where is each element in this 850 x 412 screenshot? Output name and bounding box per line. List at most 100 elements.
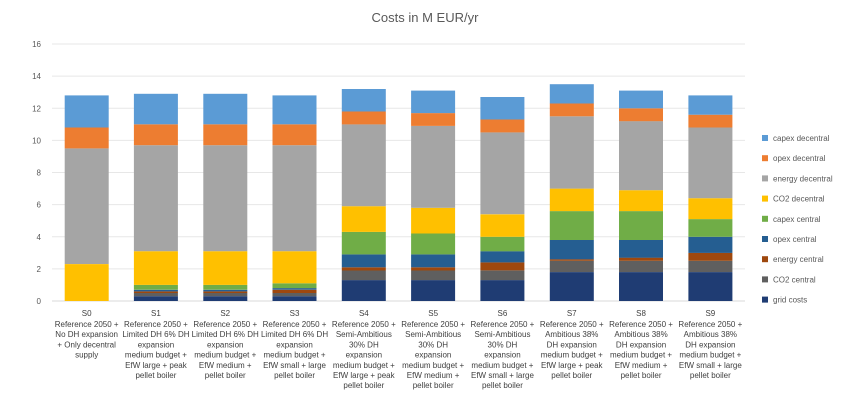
x-tick-label-line: EfW medium + [407,371,460,380]
bar-segment [688,219,733,237]
bar-segment [549,259,594,261]
y-tick-label: 0 [37,297,42,306]
x-tick-label-line: pellet boiler [135,371,176,380]
bar-segment [549,84,594,104]
bar-segment [411,125,456,208]
bar-segment [203,251,248,285]
legend-swatch [762,215,768,222]
bar-segment [272,283,317,289]
bar-segment [203,296,248,301]
bar-segment [688,95,733,115]
bar-segment [203,293,248,297]
bar-segment [411,90,456,114]
x-tick-label-line: Reference 2050 + [401,320,465,329]
bar-segment [480,236,525,252]
x-tick-code: S0 [82,309,92,318]
x-tick-label-line: Limited DH 6% DH [122,330,189,339]
bar-segment [549,260,594,272]
x-tick-label-line: EfW large + peak [125,361,188,370]
bar-segment [133,293,178,297]
y-tick-label: 4 [37,233,42,242]
bar-segment [64,148,109,264]
bar-segment [411,267,456,271]
bar-segment [64,264,109,301]
legend-swatch [762,175,768,182]
bar-segment [203,291,248,293]
x-tick-label-line: Limited DH 6% DH [192,330,259,339]
bar-segment [619,108,663,122]
bar-segment [133,291,178,293]
y-tick-label: 16 [32,40,41,49]
bar-segment [549,211,594,240]
bar-segment [341,111,386,125]
x-tick-label-line: medium budget + [610,351,672,360]
bar-segment [203,93,248,125]
x-tick-label-line: expansion [276,340,312,349]
x-tick-label-line: 30% DH [488,340,518,349]
bar-segment [272,289,317,293]
x-tick-label-line: medium budget + [471,361,533,370]
bar-segment [133,284,178,290]
x-tick-label-line: expansion [346,351,382,360]
x-tick-code: S8 [636,309,646,318]
bar-segment [411,280,456,301]
x-tick-label-line: medium budget + [333,361,395,370]
y-tick-label: 14 [32,72,41,81]
x-tick-label-line: EfW small + large [471,371,534,380]
x-tick-label-line: pellet boiler [343,381,384,390]
x-tick-label-line: EfW medium + [615,361,668,370]
x-tick-label-line: Reference 2050 + [540,320,604,329]
bar-segment [203,145,248,252]
x-tick-label-line: Ambitious 38% [684,330,737,339]
x-tick-code: S4 [359,309,369,318]
x-tick-code: S7 [567,309,577,318]
bar-segment [480,270,525,281]
bar-segment [480,251,525,263]
legend-swatch [762,256,768,263]
x-tick-label-line: DH expansion [685,340,735,349]
x-tick-label-line: medium budget + [264,351,326,360]
x-tick-label-line: Semi-Ambitious [405,330,461,339]
bar-segment [619,272,663,301]
bar-segment [133,251,178,285]
bar-segment [203,124,248,146]
bar-segment [341,206,386,232]
x-tick-code: S6 [498,309,508,318]
bar-segment [688,272,733,301]
bar-segment [203,289,248,292]
bar-segment [411,233,456,255]
y-tick-label: 8 [37,169,42,178]
legend-label: CO2 decentral [773,195,825,204]
x-tick-code: S1 [151,309,161,318]
x-tick-label-line: Reference 2050 + [55,320,119,329]
legend-label: energy central [773,255,824,264]
bar-segment [619,90,663,109]
y-tick-label: 12 [32,104,41,113]
bar-segment [619,260,663,272]
bar-segment [341,254,386,268]
bar-segment [688,114,733,128]
bar-segment [688,260,733,272]
bar-segment [272,296,317,301]
bar-segment [272,124,317,146]
x-tick-label-line: supply [75,351,98,360]
bar-segment [480,280,525,301]
bar-segment [133,289,178,292]
bar-segment [341,124,386,207]
bar-segment [341,89,386,112]
bar-segment [688,252,733,261]
x-tick-label-line: Reference 2050 + [124,320,188,329]
x-tick-label-line: EfW medium + [199,361,252,370]
x-tick-label-line: + Only decentral [57,340,116,349]
bar-segment [272,95,317,125]
bar-segment [619,240,663,258]
bar-segment [411,270,456,281]
bar-segment [341,280,386,301]
x-tick-code: S9 [705,309,715,318]
legend-swatch [762,276,768,283]
x-tick-label-line: expansion [207,340,243,349]
legend-swatch [762,155,768,162]
bar-segment [480,262,525,271]
bar-segment [688,198,733,220]
bar-segment [480,119,525,133]
